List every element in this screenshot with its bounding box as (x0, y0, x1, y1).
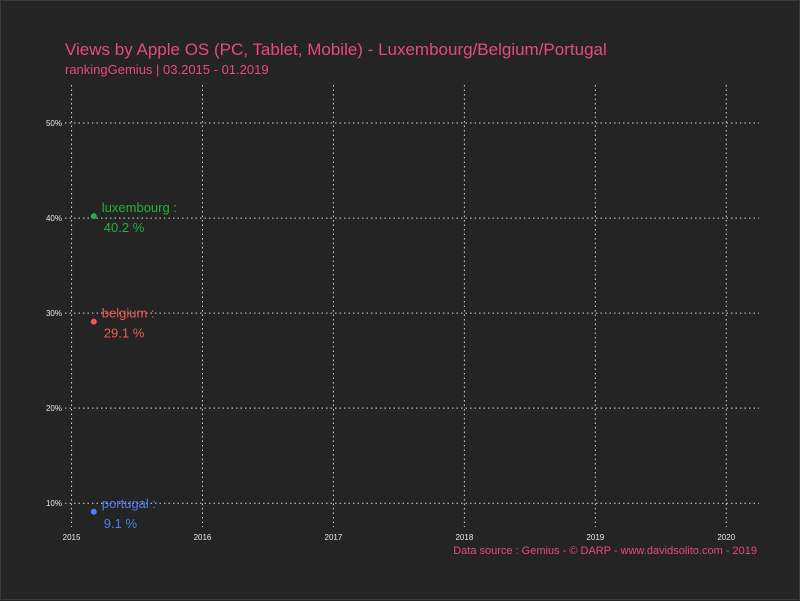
series-label-portugal: portugal : (102, 496, 156, 511)
chart-title: Views by Apple OS (PC, Tablet, Mobile) -… (65, 40, 607, 59)
chart-caption: Data source : Gemius - © DARP - www.davi… (453, 545, 757, 557)
y-tick-label: 30% (46, 309, 62, 318)
y-tick-label: 20% (46, 404, 62, 413)
y-tick-label: 40% (46, 214, 62, 223)
series-label-belgium: belgium : (102, 306, 155, 321)
x-tick-label: 2019 (586, 533, 604, 542)
data-point-luxembourg (90, 213, 97, 220)
value-label-portugal: 9.1 % (104, 516, 138, 531)
x-tick-label: 2017 (325, 533, 343, 542)
y-tick-label: 50% (46, 119, 62, 128)
series-label-luxembourg: luxembourg : (102, 200, 177, 215)
data-point-belgium (90, 318, 97, 325)
data-point-portugal (90, 508, 97, 515)
x-tick-label: 2020 (717, 533, 735, 542)
chart-subtitle: rankingGemius | 03.2015 - 01.2019 (65, 62, 269, 77)
x-tick-label: 2015 (63, 533, 81, 542)
x-tick-label: 2016 (194, 533, 212, 542)
x-tick-label: 2018 (455, 533, 473, 542)
value-label-luxembourg: 40.2 % (104, 220, 145, 235)
value-label-belgium: 29.1 % (104, 326, 145, 341)
y-tick-label: 10% (46, 499, 62, 508)
